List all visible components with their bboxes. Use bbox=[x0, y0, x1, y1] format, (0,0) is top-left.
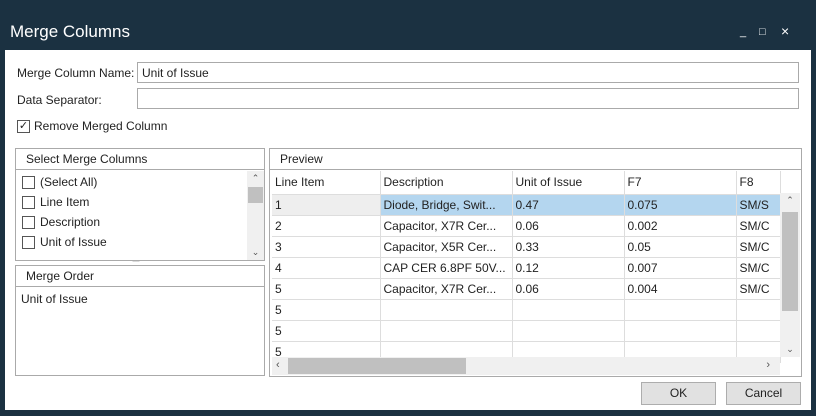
column-header[interactable]: Unit of Issue bbox=[512, 171, 625, 195]
window-title: Merge Columns bbox=[10, 22, 130, 41]
table-cell[interactable]: 5 bbox=[272, 320, 381, 342]
table-cell[interactable]: 0.004 bbox=[624, 278, 737, 300]
column-label: Unit of Issue bbox=[40, 235, 107, 249]
table-cell[interactable]: 0.47 bbox=[512, 194, 625, 216]
table-cell[interactable]: 0.06 bbox=[512, 215, 625, 237]
table-cell[interactable]: 0.002 bbox=[624, 215, 737, 237]
table-cell[interactable]: 2 bbox=[272, 215, 381, 237]
table-cell[interactable]: SM/C bbox=[736, 236, 781, 258]
column-header[interactable]: F8 bbox=[736, 171, 781, 195]
scroll-up-icon[interactable]: ⌃ bbox=[251, 173, 260, 183]
scroll-up-icon[interactable]: ⌃ bbox=[786, 195, 794, 205]
vertical-scroll-thumb[interactable] bbox=[782, 212, 798, 311]
preview-vertical-scrollbar[interactable]: ⌃ ⌄ bbox=[780, 193, 800, 357]
maximize-button[interactable]: □ bbox=[759, 26, 766, 38]
table-cell[interactable]: Capacitor, X7R Cer... bbox=[380, 278, 513, 300]
table-cell[interactable] bbox=[380, 320, 513, 342]
table-cell[interactable] bbox=[512, 299, 625, 321]
merge-order-item[interactable]: Unit of Issue bbox=[21, 292, 88, 306]
ok-button[interactable]: OK bbox=[641, 382, 716, 405]
table-cell[interactable] bbox=[624, 299, 737, 321]
preview-header: Preview bbox=[270, 149, 801, 170]
table-cell[interactable] bbox=[624, 320, 737, 342]
preview-panel: Preview Line Item Description Unit of Issu… bbox=[269, 148, 802, 377]
column-label: (Select All) bbox=[40, 175, 98, 189]
table-row[interactable]: 4 CAP CER 6.8PF 50V... 0.12 0.007 SM/C bbox=[272, 257, 781, 279]
table-cell[interactable]: 4 bbox=[272, 257, 381, 279]
table-cell[interactable] bbox=[380, 299, 513, 321]
merge-order-header: Merge Order bbox=[16, 266, 264, 287]
table-cell[interactable]: SM/C bbox=[736, 257, 781, 279]
scroll-right-icon[interactable]: › bbox=[766, 359, 770, 371]
table-cell[interactable] bbox=[512, 320, 625, 342]
table-cell[interactable] bbox=[736, 320, 781, 342]
table-cell[interactable]: 0.05 bbox=[624, 236, 737, 258]
table-cell[interactable]: 0.06 bbox=[512, 278, 625, 300]
table-row[interactable]: 3 Capacitor, X5R Cer... 0.33 0.05 SM/C bbox=[272, 236, 781, 258]
splitter-handle[interactable]: ······· bbox=[132, 259, 140, 265]
table-cell[interactable]: 0.12 bbox=[512, 257, 625, 279]
table-row[interactable]: 1 Diode, Bridge, Swit... 0.47 0.075 SM/S bbox=[272, 194, 781, 216]
column-header[interactable]: Line Item bbox=[272, 171, 381, 195]
column-checkbox[interactable] bbox=[22, 215, 35, 229]
close-button[interactable]: × bbox=[781, 23, 790, 39]
column-checkbox[interactable] bbox=[22, 175, 35, 189]
column-label: Line Item bbox=[40, 195, 90, 209]
column-header[interactable]: F7 bbox=[624, 171, 737, 195]
scroll-left-icon[interactable]: ‹ bbox=[276, 359, 280, 371]
scroll-thumb[interactable] bbox=[248, 187, 263, 203]
table-cell[interactable]: Diode, Bridge, Swit... bbox=[380, 194, 513, 216]
data-separator-input[interactable] bbox=[137, 88, 799, 109]
merge-order-panel: Merge Order Unit of Issue bbox=[15, 265, 265, 376]
table-cell[interactable]: Capacitor, X7R Cer... bbox=[380, 215, 513, 237]
cancel-button[interactable]: Cancel bbox=[726, 382, 801, 405]
column-header[interactable]: Description bbox=[380, 171, 513, 195]
merge-column-name-label: Merge Column Name: bbox=[17, 66, 135, 80]
table-row[interactable]: 5 bbox=[272, 299, 781, 321]
select-column-item[interactable]: (Select All) bbox=[16, 172, 264, 192]
remove-merged-column-label: Remove Merged Column bbox=[34, 119, 168, 133]
column-checkbox[interactable] bbox=[22, 235, 35, 249]
column-label: Description bbox=[40, 215, 101, 229]
table-row[interactable]: 2 Capacitor, X7R Cer... 0.06 0.002 SM/C bbox=[272, 215, 781, 237]
select-list-scrollbar[interactable]: ⌃ ⌄ bbox=[247, 171, 264, 260]
table-cell[interactable]: 0.075 bbox=[624, 194, 737, 216]
merge-column-name-input[interactable]: Unit of Issue bbox=[137, 62, 799, 83]
select-column-item[interactable]: Description bbox=[16, 212, 264, 232]
select-column-item[interactable]: Line Item bbox=[16, 192, 264, 212]
table-cell[interactable]: CAP CER 6.8PF 50V... bbox=[380, 257, 513, 279]
preview-grid[interactable]: Line Item Description Unit of Issue F7 F8 1 Di… bbox=[272, 171, 781, 363]
table-row[interactable]: 5 bbox=[272, 320, 781, 342]
table-cell[interactable]: Capacitor, X5R Cer... bbox=[380, 236, 513, 258]
column-checkbox[interactable] bbox=[22, 195, 35, 209]
select-merge-columns-panel: Select Merge Columns (Select All) Line It… bbox=[15, 148, 265, 261]
minimize-button[interactable]: _ bbox=[740, 26, 747, 38]
merge-order-list[interactable]: Unit of Issue bbox=[16, 287, 264, 311]
table-cell[interactable]: SM/C bbox=[736, 278, 781, 300]
table-cell[interactable] bbox=[736, 299, 781, 321]
preview-horizontal-scrollbar[interactable]: ‹ › bbox=[272, 357, 780, 375]
scroll-down-icon[interactable]: ⌄ bbox=[786, 344, 794, 354]
table-cell[interactable]: SM/C bbox=[736, 215, 781, 237]
table-cell[interactable]: 5 bbox=[272, 299, 381, 321]
table-cell[interactable]: SM/S bbox=[736, 194, 781, 216]
horizontal-scroll-thumb[interactable] bbox=[288, 358, 466, 374]
scroll-down-icon[interactable]: ⌄ bbox=[251, 247, 260, 257]
table-cell[interactable]: 5 bbox=[272, 278, 381, 300]
table-cell[interactable]: 0.33 bbox=[512, 236, 625, 258]
select-column-item[interactable]: Unit of Issue bbox=[16, 232, 264, 252]
data-separator-label: Data Separator: bbox=[17, 93, 102, 107]
table-cell[interactable]: 1 bbox=[272, 194, 381, 216]
table-cell[interactable]: 3 bbox=[272, 236, 381, 258]
select-merge-columns-header: Select Merge Columns bbox=[16, 149, 264, 170]
table-row[interactable]: 5 Capacitor, X7R Cer... 0.06 0.004 SM/C bbox=[272, 278, 781, 300]
table-cell[interactable]: 0.007 bbox=[624, 257, 737, 279]
remove-merged-column-checkbox[interactable]: ✓ bbox=[17, 119, 30, 133]
